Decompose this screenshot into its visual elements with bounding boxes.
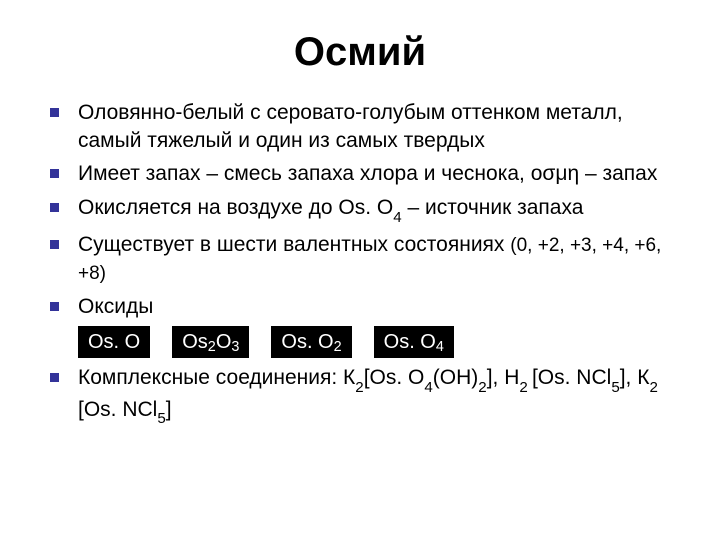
bullet-text: Оксиды — [78, 295, 153, 318]
text: [Os. O — [364, 366, 425, 389]
subscript: 2 — [208, 339, 216, 356]
oxide-row: Os. O Os2O3 Os. O2 Os. O4 — [78, 326, 690, 358]
oxide-box-3: Os. O2 — [271, 326, 351, 358]
text: ], К — [620, 366, 650, 389]
oxide-formula-part: Os. O — [281, 330, 333, 354]
subscript: 2 — [334, 339, 342, 356]
subscript: 2 — [355, 379, 363, 396]
bullet-list: Оловянно-белый с серовато-голубым оттенк… — [30, 99, 690, 427]
oxide-box-1: Os. O — [78, 326, 150, 358]
subscript: 2 — [478, 379, 486, 396]
oxide-formula-part: O — [216, 330, 232, 354]
text: ] — [166, 398, 172, 421]
text: ], Н — [487, 366, 520, 389]
bullet-item-3: Окисляется на воздухе до Os. O4 – источн… — [50, 194, 690, 225]
bullet-text-post: – источник запаха — [402, 196, 584, 219]
slide: Осмий Оловянно-белый с серовато-голубым … — [0, 0, 720, 540]
subscript: 4 — [436, 339, 444, 356]
bullet-text-pre: Существует в шести валентных состояниях — [78, 233, 510, 256]
bullet-item-4: Существует в шести валентных состояниях … — [50, 231, 690, 286]
oxide-formula-part: Os — [182, 330, 208, 354]
bullet-text: Оловянно-белый с серовато-голубым оттенк… — [78, 101, 623, 152]
oxide-formula-part: Os. O — [384, 330, 436, 354]
subscript: 4 — [424, 379, 432, 396]
oxide-box-2: Os2O3 — [172, 326, 249, 358]
text: [Os. NCl — [532, 366, 611, 389]
bullet-item-6: Комплексные соединения: К2[Os. O4(ОН)2],… — [50, 364, 690, 426]
bullet-item-5: Оксиды Os. O Os2O3 Os. O2 Os. O4 — [50, 293, 690, 359]
text: (ОН) — [433, 366, 479, 389]
oxide-box-4: Os. O4 — [374, 326, 454, 358]
subscript: 2 — [649, 379, 657, 396]
bullet-text: Имеет запах – смесь запаха хлора и чесно… — [78, 162, 657, 185]
subscript: 5 — [157, 410, 165, 427]
text: [Os. NCl — [78, 398, 157, 421]
subscript: 5 — [611, 379, 619, 396]
subscript: 4 — [393, 209, 401, 226]
slide-title: Осмий — [30, 30, 690, 75]
bullet-item-2: Имеет запах – смесь запаха хлора и чесно… — [50, 160, 690, 188]
subscript: 3 — [231, 339, 239, 356]
text: Комплексные соединения: К — [78, 366, 355, 389]
subscript: 2 — [519, 379, 532, 396]
bullet-item-1: Оловянно-белый с серовато-голубым оттенк… — [50, 99, 690, 154]
oxide-formula: Os. O — [88, 330, 140, 354]
bullet-text-pre: Окисляется на воздухе до Os. O — [78, 196, 393, 219]
